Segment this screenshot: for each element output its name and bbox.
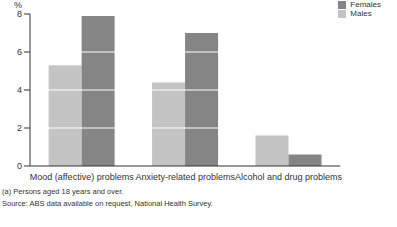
html-text:Males: Males (350, 9, 372, 18)
svg-text:8: 8 (17, 9, 22, 19)
svg-text:4: 4 (17, 85, 22, 95)
svg-text:Alcohol and drug problems: Alcohol and drug problems (235, 172, 343, 182)
svg-text:6: 6 (17, 47, 22, 57)
svg-text:0: 0 (17, 161, 22, 171)
svg-text:Anxiety-related problems: Anxiety-related problems (135, 172, 235, 182)
svg-text:2: 2 (17, 123, 22, 133)
html-text:(a) Persons aged 18 years and: (a) Persons aged 18 years and over. (2, 187, 124, 196)
svg-text:Mood (affective) problems: Mood (affective) problems (30, 172, 134, 182)
html-text:Source: ABS data available on: Source: ABS data available on request, N… (2, 199, 213, 208)
html-text:Females: Females (350, 0, 381, 9)
